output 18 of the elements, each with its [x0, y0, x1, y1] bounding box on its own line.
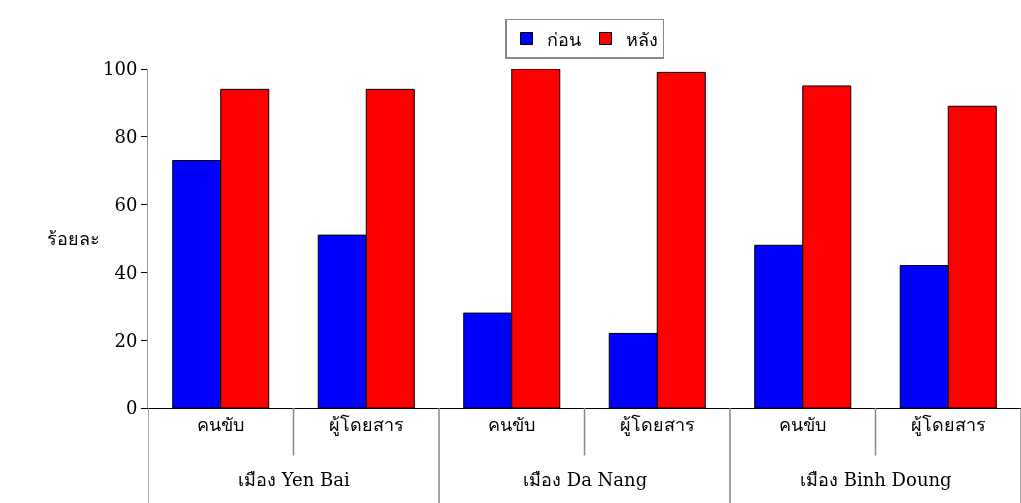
y-axis-title: ร้อยละ [47, 228, 100, 249]
text: เมือง Da Nang [523, 469, 648, 490]
text: เมือง Binh Doung [800, 469, 952, 490]
y-tick-label: 100 [103, 58, 138, 80]
y-tick-label: 20 [114, 329, 138, 351]
x-tick-label: ผู้โดยสาร [328, 413, 404, 436]
x-tick-label: ผู้โดยสาร [619, 413, 695, 436]
y-tick-label: 40 [114, 261, 138, 283]
legend-label: ก่อน [546, 28, 581, 50]
x-tick-label: คนขับ [779, 413, 827, 435]
x-tick-label: คนขับ [197, 413, 245, 435]
y-tick-label: 0 [125, 397, 138, 419]
y-tick-label: 60 [114, 193, 138, 215]
y-tick-label: 80 [114, 126, 138, 148]
x-tick-label: ผู้โดยสาร [910, 413, 986, 436]
text: เมือง Yen Bai [238, 469, 350, 490]
x-tick-label: คนขับ [488, 413, 536, 435]
legend-label: หลัง [625, 28, 658, 50]
